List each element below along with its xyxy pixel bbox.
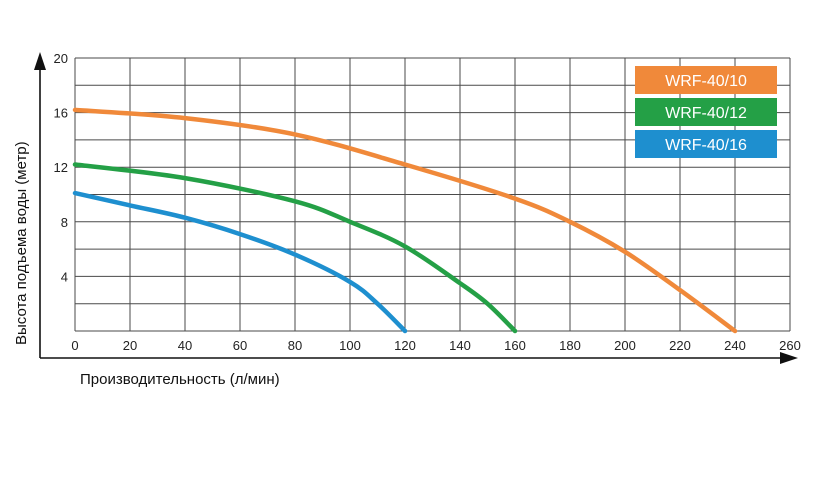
y-axis-arrow-icon [34, 52, 46, 70]
legend-label-wrf-40-10: WRF-40/10 [665, 73, 747, 90]
series-line-wrf-40-16 [72, 190, 408, 334]
x-tick-label: 40 [178, 338, 192, 353]
x-axis-arrow-icon [780, 352, 798, 364]
x-tick-label: 60 [233, 338, 247, 353]
y-tick-label: 16 [54, 106, 68, 121]
legend-label-wrf-40-16: WRF-40/16 [665, 137, 747, 154]
x-tick-label: 240 [724, 338, 746, 353]
series-line-wrf-40-12 [72, 162, 518, 334]
series-lines [72, 107, 738, 334]
x-tick-labels: 0 20 40 60 80 100 120 140 160 180 200 220 240 260 [71, 338, 800, 353]
y-tick-label: 12 [54, 160, 68, 175]
legend-swatch-wrf-40-16 [635, 130, 777, 158]
y-tick-label: 4 [61, 269, 68, 284]
legend-swatch-wrf-40-10 [635, 66, 777, 94]
x-tick-label: 20 [123, 338, 137, 353]
x-tick-label: 80 [288, 338, 302, 353]
x-tick-label: 260 [779, 338, 801, 353]
x-tick-label: 180 [559, 338, 581, 353]
x-tick-label: 200 [614, 338, 636, 353]
legend: WRF-40/10 WRF-40/12 WRF-40/16 [635, 66, 777, 158]
x-tick-label: 140 [449, 338, 471, 353]
y-tick-label: 20 [54, 51, 68, 66]
series-line-wrf-40-10 [72, 107, 738, 334]
x-tick-label: 0 [71, 338, 78, 353]
axes [34, 52, 798, 364]
x-tick-label: 100 [339, 338, 361, 353]
y-tick-label: 8 [61, 215, 68, 230]
x-tick-label: 220 [669, 338, 691, 353]
x-axis-title: Производительность (л/мин) [80, 371, 280, 388]
x-tick-label: 120 [394, 338, 416, 353]
legend-swatch-wrf-40-12 [635, 98, 777, 126]
legend-label-wrf-40-12: WRF-40/12 [665, 105, 747, 122]
y-axis-title: Высота подъема воды (метр) [13, 141, 30, 345]
y-tick-labels: 4 8 12 16 20 [54, 51, 68, 284]
x-tick-label: 160 [504, 338, 526, 353]
